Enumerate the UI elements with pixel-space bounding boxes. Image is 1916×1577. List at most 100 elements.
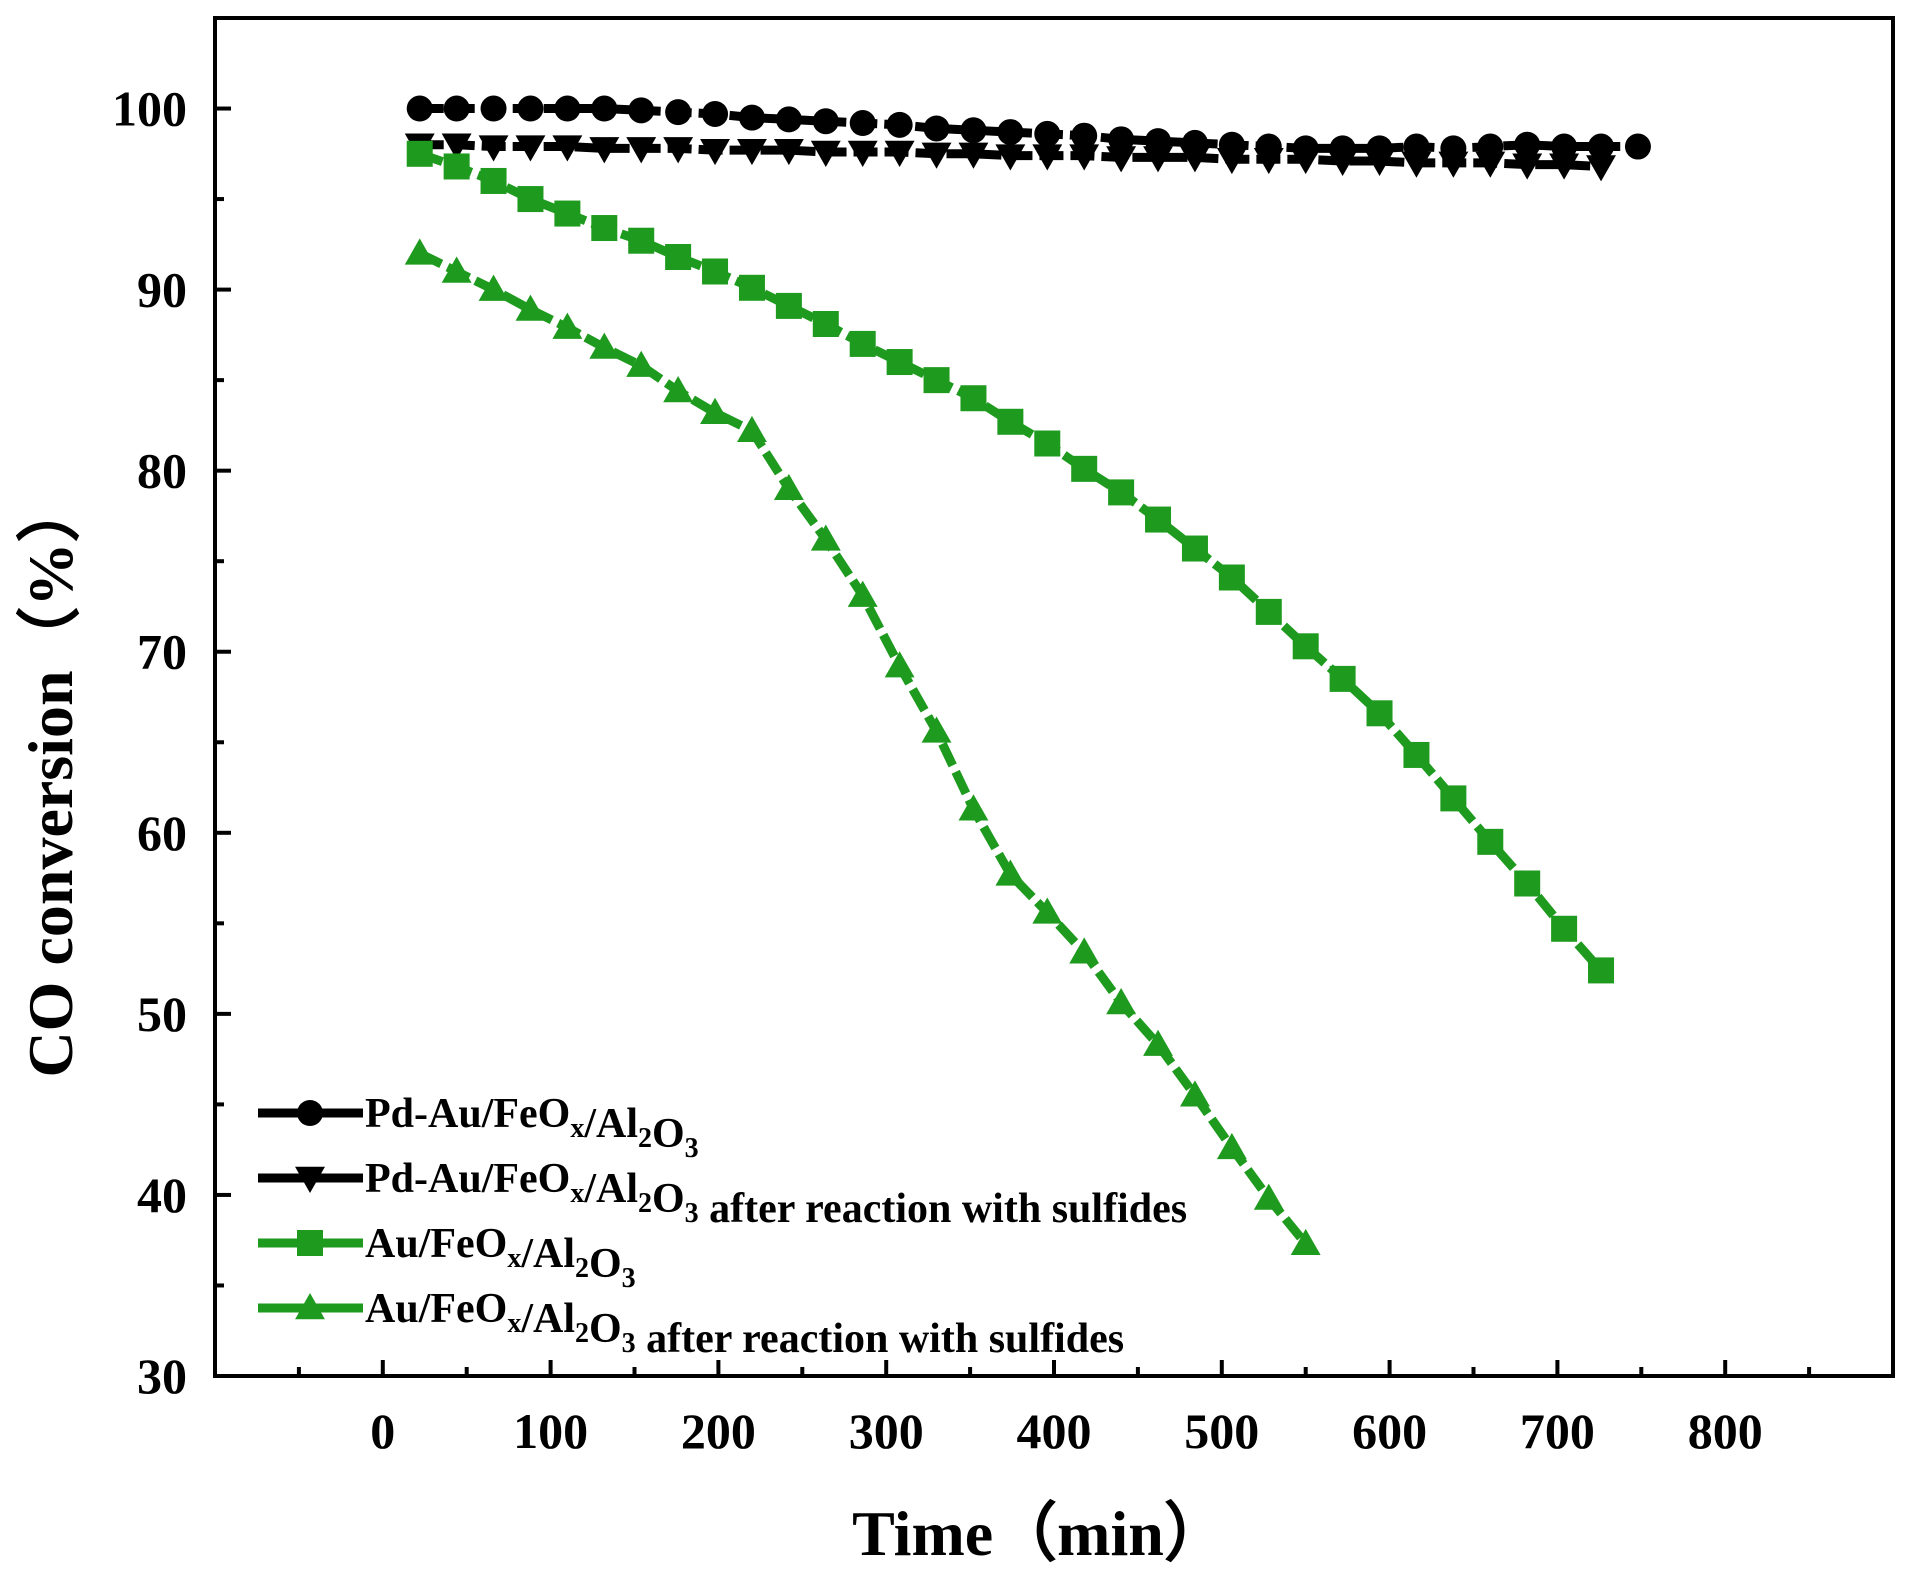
- data-point: [1624, 133, 1651, 160]
- data-point: [1180, 1080, 1210, 1107]
- data-point: [884, 140, 915, 167]
- data-point: [478, 274, 509, 301]
- data-point: [1327, 149, 1358, 176]
- data-point: [1108, 479, 1135, 506]
- data-point: [737, 138, 767, 166]
- data-point: [995, 859, 1026, 886]
- x-tick-label: 400: [1017, 1403, 1092, 1459]
- data-point: [923, 115, 950, 142]
- data-point: [1106, 988, 1137, 1015]
- y-tick-label: 70: [137, 624, 187, 680]
- data-point: [810, 140, 841, 167]
- data-point: [589, 137, 620, 164]
- data-point: [1181, 535, 1208, 562]
- data-point: [517, 186, 544, 213]
- data-point: [554, 200, 581, 227]
- legend-label: Pd-Au/FeOx/Al2O3: [365, 1091, 699, 1164]
- series-3: [406, 140, 1615, 984]
- x-tick-label: 800: [1688, 1403, 1763, 1459]
- data-point: [1290, 148, 1321, 175]
- data-point: [1401, 151, 1432, 178]
- data-point: [1549, 153, 1580, 180]
- data-point: [1403, 741, 1430, 768]
- data-point: [810, 524, 841, 551]
- x-axis-title: Time（min）: [852, 1498, 1228, 1569]
- data-point: [1180, 146, 1210, 173]
- data-point: [958, 142, 989, 169]
- x-tick-label: 300: [849, 1403, 924, 1459]
- data-point: [1366, 700, 1393, 727]
- data-point: [849, 110, 876, 137]
- series-4: [404, 238, 1321, 1256]
- data-point: [1216, 1132, 1247, 1160]
- legend-item-3: Au/FeOx/Al2O3: [258, 1221, 636, 1294]
- data-point: [515, 135, 546, 162]
- data-point: [847, 580, 878, 607]
- x-tick-label: 100: [513, 1403, 588, 1459]
- data-point: [665, 99, 692, 126]
- x-tick-label: 600: [1352, 1403, 1427, 1459]
- data-point: [700, 397, 730, 424]
- data-point: [1216, 148, 1247, 175]
- data-point: [1329, 665, 1356, 692]
- data-point: [480, 95, 507, 122]
- data-point: [628, 97, 655, 124]
- data-point: [921, 142, 952, 169]
- series-line: [419, 104, 1638, 153]
- data-point: [552, 312, 583, 339]
- data-point: [517, 95, 544, 122]
- data-point: [812, 108, 839, 135]
- x-tick-label: 500: [1184, 1403, 1259, 1459]
- data-point: [591, 215, 618, 242]
- data-point: [1034, 120, 1061, 147]
- data-point: [738, 274, 765, 301]
- data-point: [1588, 133, 1615, 160]
- data-point: [1512, 153, 1543, 180]
- data-point: [554, 95, 581, 122]
- data-point: [1292, 633, 1319, 660]
- data-point: [1032, 144, 1063, 171]
- data-point: [700, 138, 730, 166]
- legend-label: Au/FeOx/Al2O3: [365, 1221, 636, 1294]
- y-tick-label: 90: [137, 262, 187, 318]
- data-point: [1071, 122, 1098, 149]
- data-point: [1290, 1228, 1321, 1256]
- data-point: [591, 95, 618, 122]
- data-point: [1106, 146, 1137, 173]
- data-point: [443, 153, 470, 180]
- data-point: [480, 167, 507, 194]
- data-point: [1145, 506, 1172, 533]
- data-point: [1032, 897, 1063, 924]
- data-point: [1143, 146, 1173, 173]
- legend-item-1: Pd-Au/FeOx/Al2O3: [258, 1091, 699, 1164]
- data-point: [1069, 937, 1100, 964]
- data-point: [849, 330, 876, 357]
- data-point: [1514, 131, 1541, 158]
- legend-item-2: Pd-Au/FeOx/Al2O3 after reaction with sul…: [258, 1156, 1187, 1232]
- data-point: [702, 100, 729, 127]
- data-point: [1108, 126, 1135, 153]
- data-point: [886, 111, 913, 138]
- data-point: [1477, 828, 1504, 855]
- data-point: [1514, 870, 1541, 897]
- data-point: [1586, 155, 1616, 182]
- data-point: [738, 104, 765, 131]
- data-point: [441, 133, 472, 160]
- data-point: [773, 138, 804, 166]
- data-point: [702, 258, 729, 285]
- y-tick-label: 40: [137, 1167, 187, 1223]
- data-point: [775, 292, 802, 319]
- data-point: [1551, 133, 1578, 160]
- data-point: [626, 137, 657, 164]
- data-point: [1551, 915, 1578, 942]
- y-axis-title: CO conversion（%）: [15, 478, 86, 1077]
- data-point: [1253, 148, 1284, 175]
- y-tick-label: 50: [137, 986, 187, 1042]
- data-point: [443, 95, 470, 122]
- legend-marker: [297, 1100, 323, 1126]
- data-point: [1364, 149, 1395, 176]
- data-point: [1475, 151, 1506, 178]
- y-tick-label: 30: [137, 1348, 187, 1404]
